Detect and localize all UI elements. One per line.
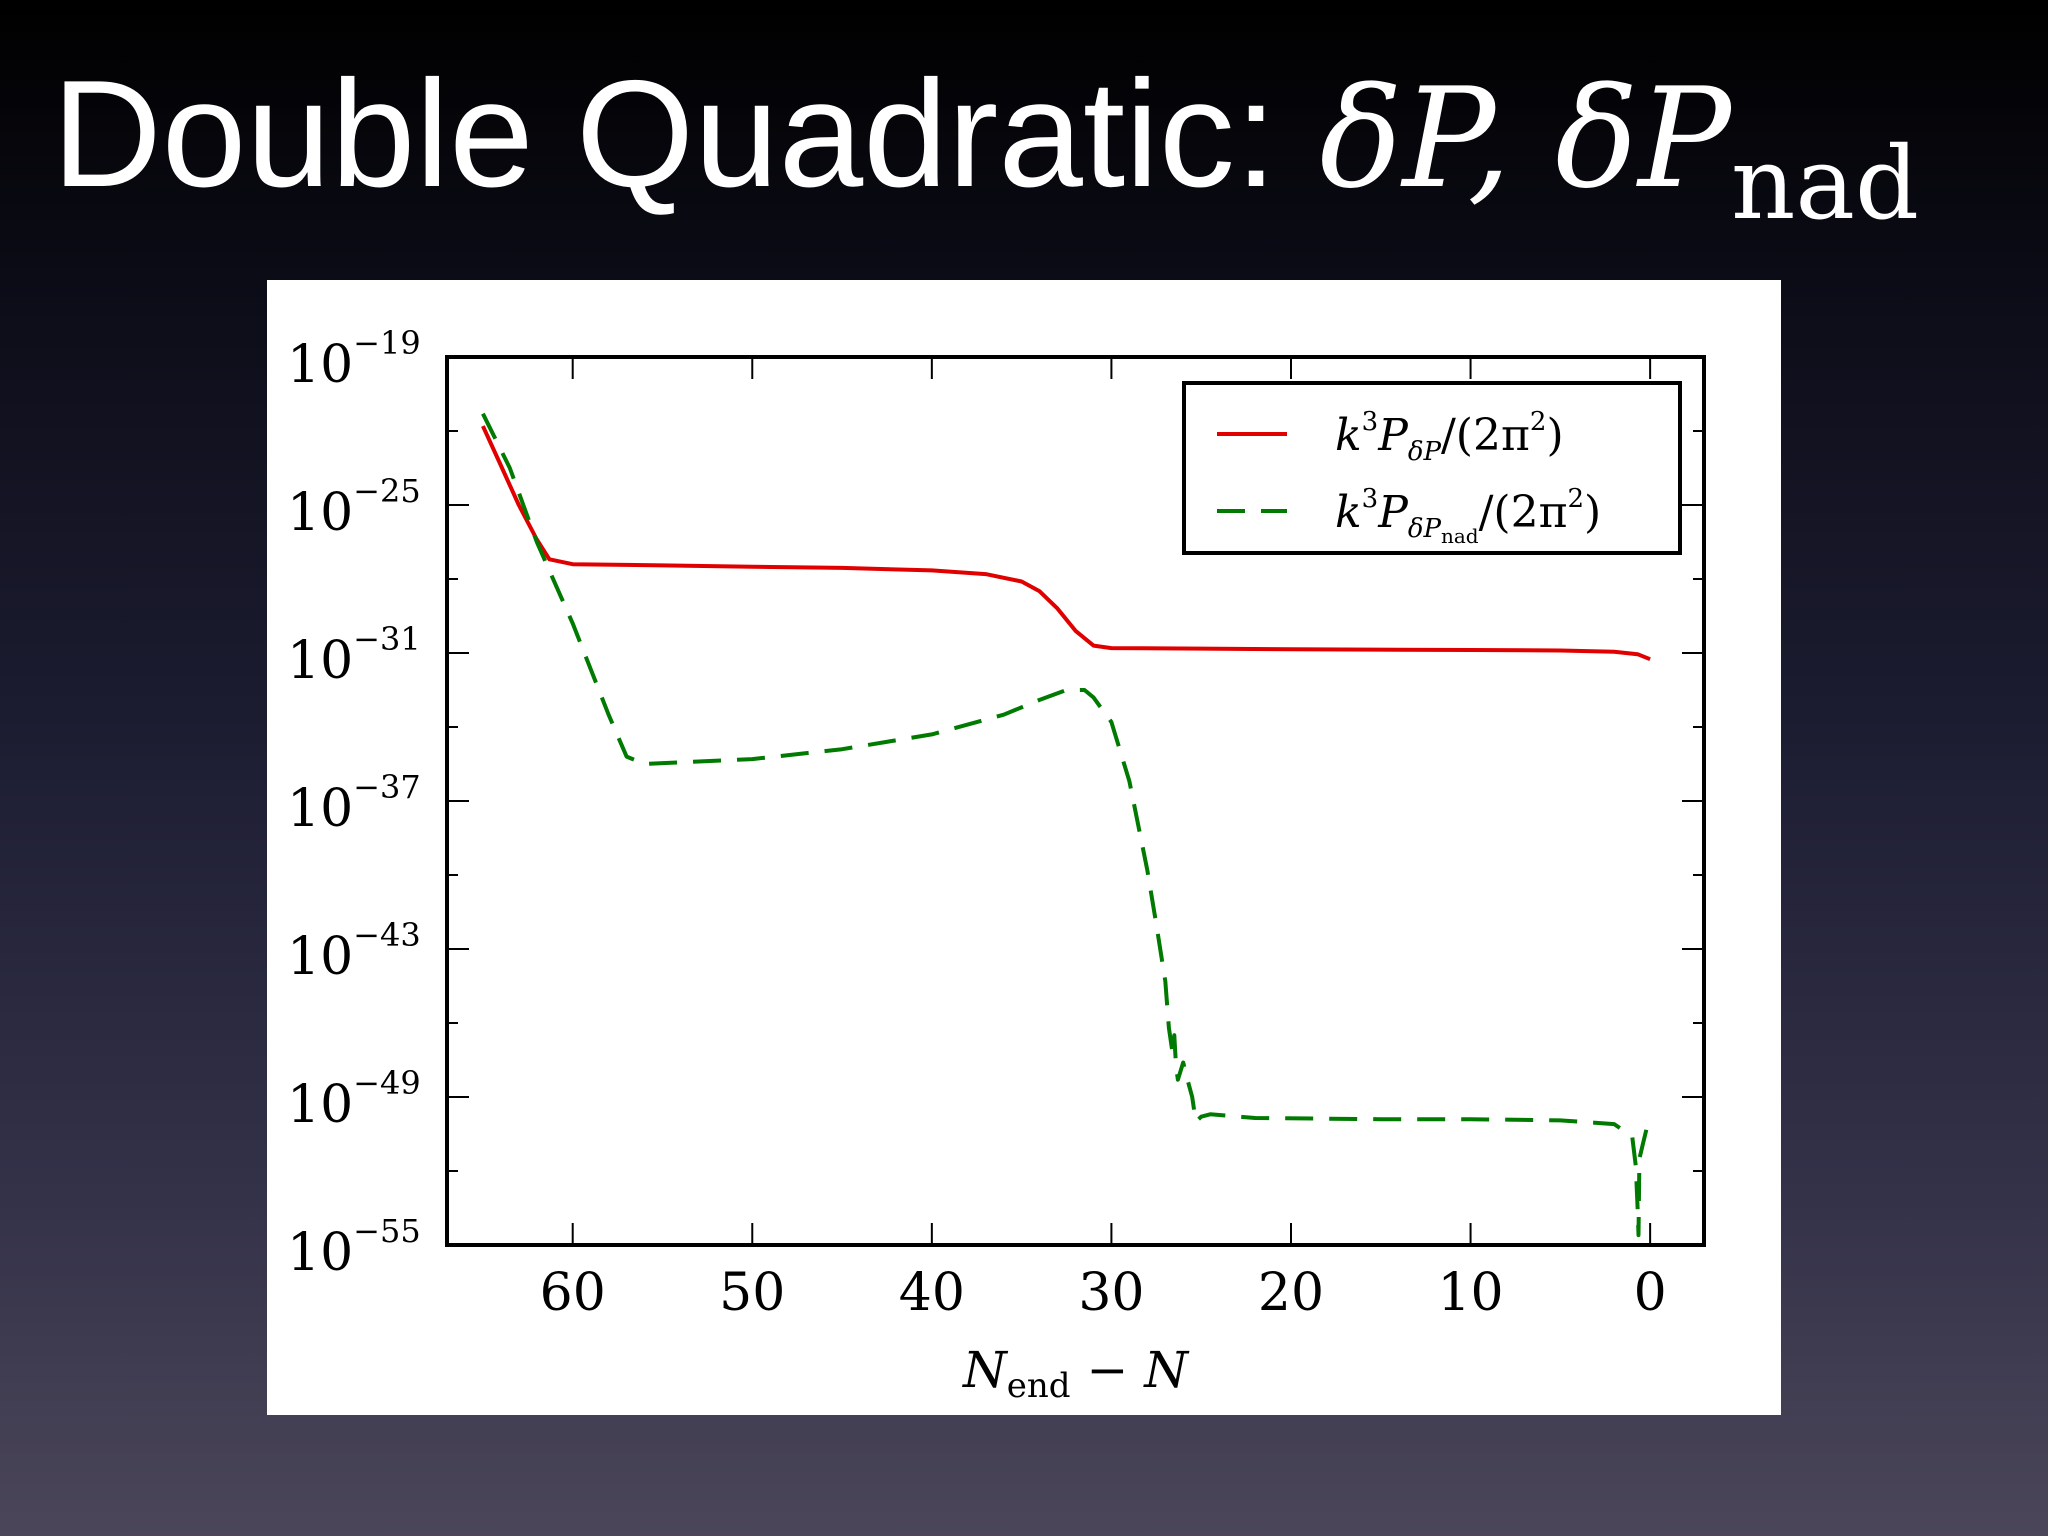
legend-sup: 3	[1362, 484, 1379, 514]
y-tick-base: 10	[287, 1223, 353, 1283]
legend-k: k	[1335, 487, 1362, 538]
x-axis-label-tail: − N	[1071, 1341, 1191, 1399]
y-tick-exponent: −49	[353, 1064, 421, 1102]
y-tick-exponent: −25	[353, 472, 421, 510]
y-tick-base: 10	[287, 631, 353, 691]
y-tick-exponent: −43	[353, 916, 421, 954]
title-text: Double Quadratic:	[52, 49, 1320, 219]
legend-P: P	[1377, 410, 1409, 461]
x-tick-label: 10	[1437, 1263, 1503, 1323]
y-tick-exponent: −37	[353, 768, 421, 806]
y-tick-exponent: −31	[353, 620, 421, 658]
y-tick-base: 10	[287, 483, 353, 543]
x-tick-label: 60	[540, 1263, 606, 1323]
y-tick-label: 10−25	[287, 472, 421, 543]
legend-label: k3PδP/(2π2)	[1335, 407, 1564, 467]
y-tick-label: 10−19	[287, 324, 421, 395]
legend-sup2: 2	[1530, 407, 1547, 437]
y-tick-exponent: −19	[353, 324, 421, 362]
title-math-subscript: nad	[1731, 125, 1920, 242]
legend-box	[1182, 381, 1682, 555]
y-tick-label: 10−37	[287, 768, 421, 839]
legend-sup: 3	[1362, 407, 1379, 437]
y-tick-base: 10	[287, 927, 353, 987]
legend-close: )	[1584, 487, 1601, 538]
legend-sub: δP	[1408, 514, 1442, 544]
title-math: δP, δPnad	[1319, 58, 1920, 242]
y-tick-exponent: −55	[353, 1212, 421, 1250]
x-tick-label: 30	[1078, 1263, 1144, 1323]
x-tick-label: 50	[719, 1263, 785, 1323]
x-axis-label-main: N	[962, 1341, 1009, 1399]
y-tick-base: 10	[287, 335, 353, 395]
legend-sup2: 2	[1568, 484, 1585, 514]
legend-sub: δP	[1408, 437, 1442, 467]
legend: k3PδP/(2π2)k3PδPnad/(2π2)	[1182, 381, 1682, 555]
x-tick-label: 40	[899, 1263, 965, 1323]
y-tick-label: 10−31	[287, 620, 421, 691]
legend-suffix: /(2π	[1441, 410, 1530, 461]
chart: 60 50 40 30 20 10 010−5510−4910−4310−3710−3110…	[287, 324, 1706, 1406]
figure-panel: 60 50 40 30 20 10 0 10−55 10−49 10−43 10−37 10−31 10…	[267, 280, 1781, 1415]
slide-title: Double Quadratic: δP, δPnad	[52, 58, 1919, 234]
legend-label: k3PδPnad/(2π2)	[1335, 484, 1601, 548]
y-tick-base: 10	[287, 779, 353, 839]
y-tick-label: 10−55	[287, 1212, 421, 1283]
legend-close: )	[1546, 410, 1563, 461]
x-axis-label: Nend − N	[962, 1341, 1190, 1406]
legend-k: k	[1335, 410, 1362, 461]
y-tick-label: 10−43	[287, 916, 421, 987]
y-tick-label: 10−49	[287, 1064, 421, 1135]
x-tick-label: 0	[1634, 1263, 1667, 1323]
y-tick-base: 10	[287, 1075, 353, 1135]
legend-sub2: nad	[1441, 524, 1479, 548]
x-axis-label-sub: end	[1007, 1366, 1071, 1406]
legend-suffix: /(2π	[1479, 487, 1568, 538]
legend-P: P	[1377, 487, 1409, 538]
x-tick-label: 20	[1258, 1263, 1324, 1323]
series-line-dp	[481, 425, 1651, 662]
series-line-dpnad	[481, 412, 1653, 1238]
